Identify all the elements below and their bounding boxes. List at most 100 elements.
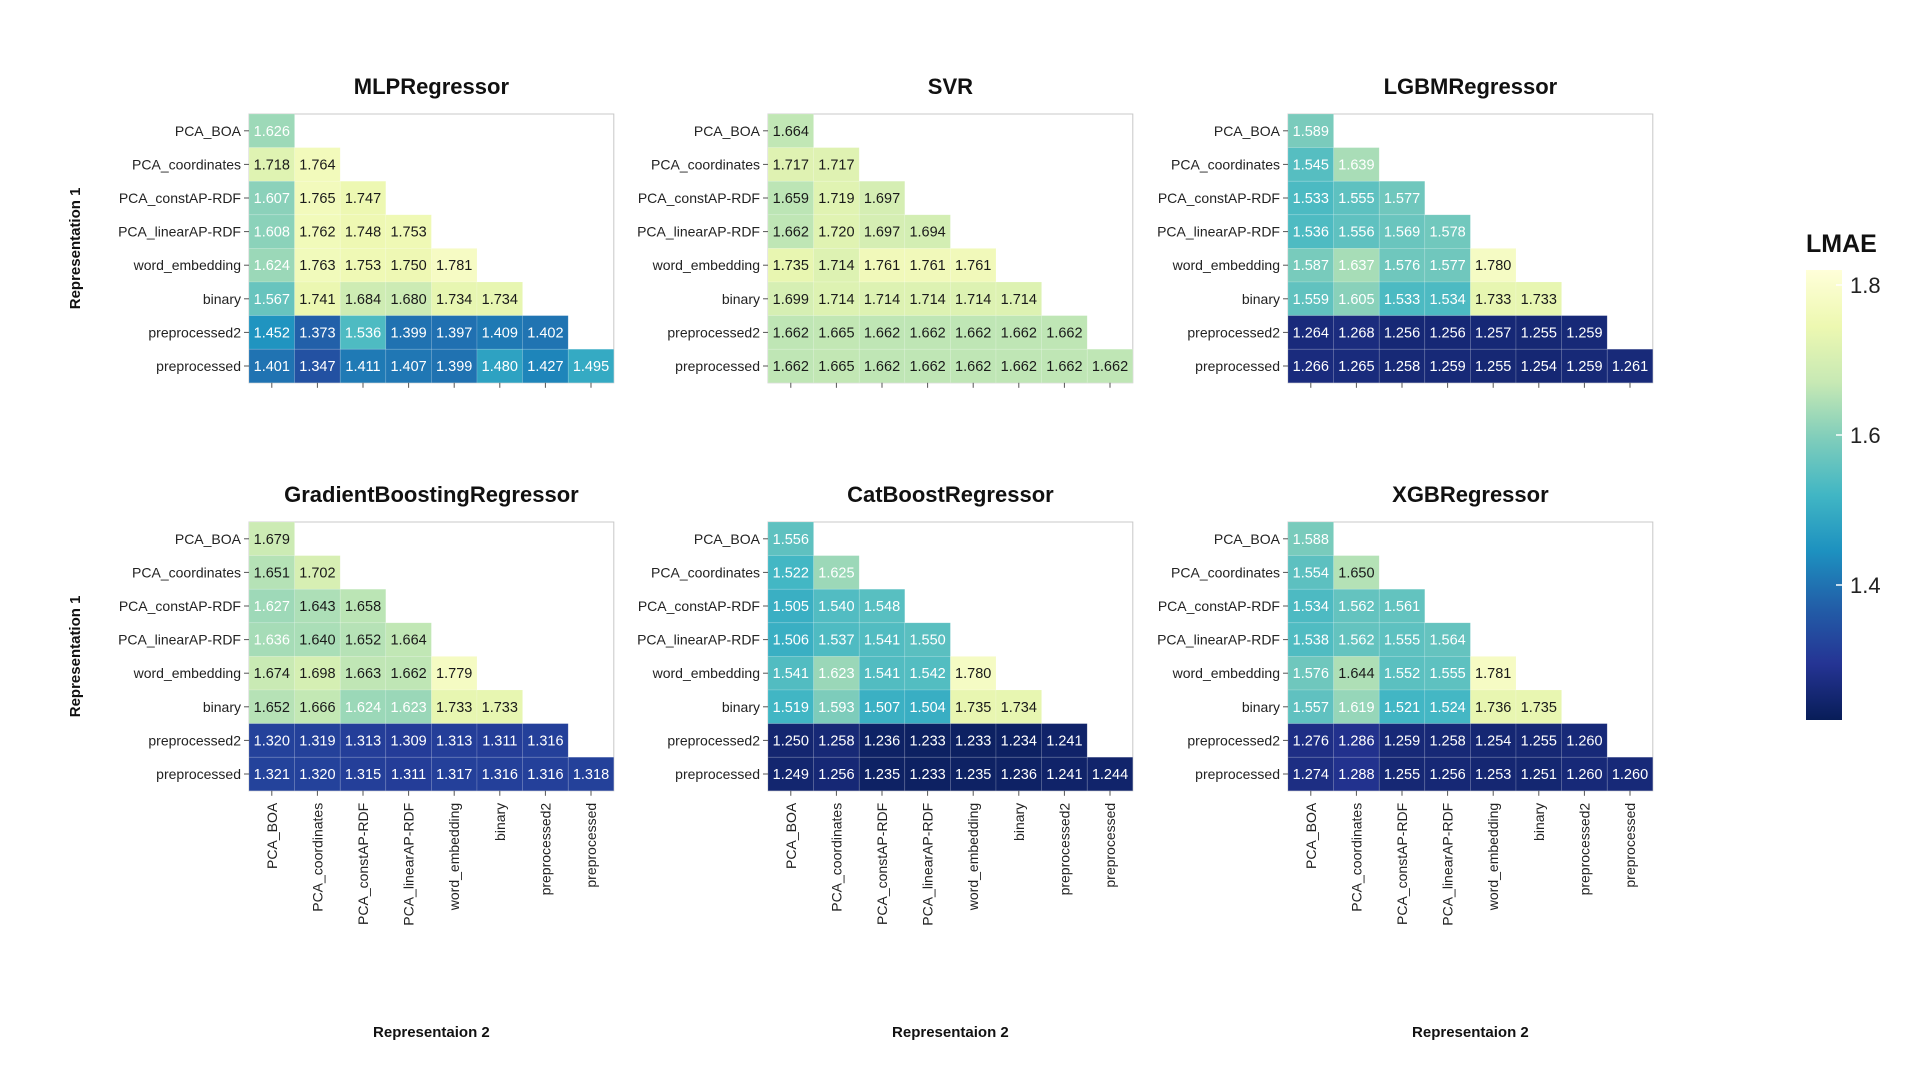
x-tick-label: preprocessed — [1102, 803, 1118, 888]
cell-value-label: 1.234 — [1001, 733, 1037, 749]
cell-value-label: 1.650 — [1338, 565, 1374, 581]
cell-value-label: 1.373 — [299, 325, 335, 341]
heatmap-cell — [294, 622, 341, 657]
cell-value-label: 1.684 — [345, 292, 381, 308]
cell-value-label: 1.750 — [390, 258, 426, 274]
cell-value-label: 1.643 — [299, 599, 335, 615]
cell-value-label: 1.587 — [1293, 258, 1329, 274]
cell-value-label: 1.251 — [1521, 767, 1557, 783]
heatmap-cell — [858, 689, 906, 724]
cell-value-label: 1.258 — [818, 733, 854, 749]
panel-title: CatBoostRegressor — [847, 482, 1054, 507]
heatmap-cell — [294, 315, 341, 350]
cell-value-label: 1.662 — [955, 359, 991, 375]
x-tick-label: binary — [1531, 803, 1547, 841]
cell-value-label: 1.588 — [1293, 532, 1329, 548]
heatmap-cell — [1378, 588, 1426, 624]
heatmap-cell — [248, 723, 295, 758]
cell-value-label: 1.714 — [1001, 292, 1037, 308]
cell-value-label: 1.780 — [955, 666, 991, 682]
heatmap-cell — [1287, 180, 1334, 216]
heatmap-cell — [385, 348, 432, 384]
y-tick-label: preprocessed2 — [1187, 324, 1280, 340]
legend-colorbar — [1806, 270, 1842, 720]
y-tick-label: binary — [1242, 291, 1280, 307]
cell-value-label: 1.241 — [1046, 767, 1082, 783]
cell-value-label: 1.255 — [1475, 359, 1511, 375]
cell-value-label: 1.619 — [1338, 700, 1374, 716]
cell-value-label: 1.254 — [1521, 359, 1557, 375]
y-tick-label: PCA_linearAP-RDF — [118, 224, 241, 240]
cell-value-label: 1.480 — [482, 359, 518, 375]
cell-value-label: 1.316 — [482, 767, 518, 783]
heatmap-panel: XGBRegressor 1.588 1.554 1.650 1.534 1.562 1.5… — [1157, 482, 1654, 1041]
y-tick-label: word_embedding — [652, 665, 760, 681]
cell-value-label: 1.256 — [1384, 325, 1420, 341]
heatmap-cell — [995, 756, 1042, 792]
heatmap-cell — [1606, 348, 1654, 384]
heatmap-cell — [858, 248, 906, 283]
cell-value-label: 1.662 — [1001, 325, 1037, 341]
x-tick-label: PCA_constAP-RDF — [1394, 803, 1410, 925]
cell-value-label: 1.569 — [1384, 225, 1420, 241]
heatmap-cell — [1333, 315, 1380, 350]
heatmap-cell — [950, 756, 997, 792]
heatmap-cell — [1561, 315, 1608, 350]
x-tick-label: PCA_coordinates — [309, 803, 325, 912]
y-tick-label: PCA_BOA — [1214, 531, 1281, 547]
cell-value-label: 1.260 — [1566, 733, 1602, 749]
heatmap-cell — [1287, 723, 1334, 758]
y-tick-label: word_embedding — [1172, 665, 1280, 681]
cell-value-label: 1.538 — [1293, 633, 1329, 649]
heatmap-cell — [1333, 756, 1380, 792]
cell-value-label: 1.253 — [1475, 767, 1511, 783]
cell-value-label: 1.264 — [1293, 325, 1329, 341]
y-tick-label: PCA_BOA — [694, 531, 761, 547]
heatmap-cell — [385, 622, 432, 657]
cell-value-label: 1.556 — [773, 532, 809, 548]
cell-value-label: 1.559 — [1293, 292, 1329, 308]
cell-value-label: 1.311 — [391, 767, 426, 783]
y-tick-label: preprocessed — [156, 358, 241, 374]
y-tick-label: word_embedding — [1172, 257, 1280, 273]
y-tick-label: preprocessed — [1195, 766, 1280, 782]
cell-value-label: 1.524 — [1429, 700, 1465, 716]
heatmap-cell — [1287, 315, 1334, 350]
heatmap-cell — [904, 622, 951, 657]
x-tick-label: PCA_constAP-RDF — [355, 803, 371, 925]
cell-value-label: 1.533 — [1384, 292, 1420, 308]
cell-value-label: 1.550 — [909, 633, 945, 649]
y-tick-label: PCA_linearAP-RDF — [1157, 224, 1280, 240]
heatmap-cell — [248, 555, 295, 590]
heatmap-cell — [1287, 521, 1334, 556]
heatmap-cell — [813, 180, 860, 216]
cell-value-label: 1.735 — [1521, 700, 1557, 716]
heatmap-cell — [858, 622, 906, 657]
y-tick-label: PCA_BOA — [175, 531, 242, 547]
heatmap-cell — [522, 348, 569, 384]
cell-value-label: 1.555 — [1429, 666, 1465, 682]
heatmap-cell — [248, 756, 295, 792]
cell-value-label: 1.452 — [254, 325, 290, 341]
heatmap-cell — [339, 248, 387, 283]
cell-value-label: 1.256 — [1429, 325, 1465, 341]
x-tick-label: PCA_coordinates — [828, 803, 844, 912]
heatmap-cell — [1470, 348, 1517, 384]
cell-value-label: 1.679 — [254, 532, 290, 548]
cell-value-label: 1.259 — [1566, 359, 1602, 375]
cell-value-label: 1.733 — [482, 700, 518, 716]
heatmap-cell — [385, 723, 432, 758]
heatmap-cell — [1378, 180, 1426, 216]
cell-value-label: 1.534 — [1293, 599, 1329, 615]
cell-value-label: 1.753 — [345, 258, 381, 274]
cell-value-label: 1.665 — [818, 325, 854, 341]
heatmap-cell — [1424, 723, 1471, 758]
heatmap-cell — [248, 248, 295, 283]
heatmap-cell — [950, 689, 997, 724]
x-tick-label: PCA_linearAP-RDF — [920, 803, 936, 926]
cell-value-label: 1.714 — [818, 292, 854, 308]
y-tick-label: PCA_constAP-RDF — [638, 190, 760, 206]
y-tick-label: PCA_constAP-RDF — [119, 190, 241, 206]
y-tick-label: PCA_linearAP-RDF — [637, 224, 760, 240]
cell-value-label: 1.313 — [345, 733, 381, 749]
